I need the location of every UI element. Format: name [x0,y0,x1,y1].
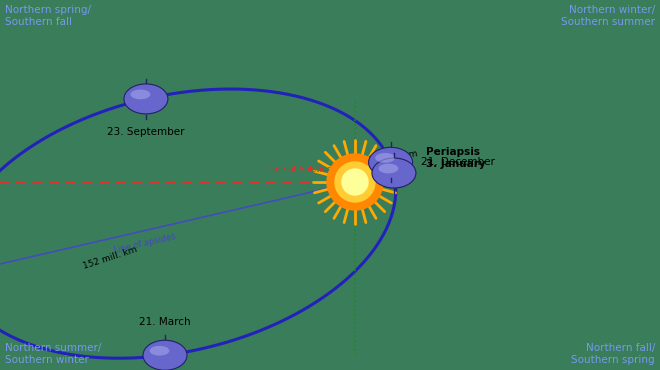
Ellipse shape [150,346,170,356]
Ellipse shape [379,164,399,174]
Ellipse shape [131,90,150,99]
Text: Periapsis
3. January: Periapsis 3. January [426,147,486,169]
Text: Northern summer/
Southern winter: Northern summer/ Southern winter [5,343,102,365]
Text: Line of Solstice: Line of Solstice [268,165,332,174]
Ellipse shape [368,147,412,177]
Text: Northern winter/
Southern summer: Northern winter/ Southern summer [561,5,655,27]
Ellipse shape [375,153,395,163]
Text: 152 mill. km: 152 mill. km [82,245,139,271]
Text: 21. December: 21. December [420,157,494,167]
Ellipse shape [143,340,187,370]
Circle shape [342,169,368,195]
Circle shape [335,162,375,202]
Text: Northern spring/
Southern fall: Northern spring/ Southern fall [5,5,91,27]
Circle shape [327,154,383,210]
Text: 147 mill. km: 147 mill. km [361,149,418,166]
Text: Northern fall/
Southern spring: Northern fall/ Southern spring [572,343,655,365]
Ellipse shape [372,158,416,188]
Text: 21. March: 21. March [139,317,191,327]
Text: Line of apsides: Line of apsides [114,232,177,255]
Ellipse shape [124,84,168,114]
Text: 23. September: 23. September [107,127,185,137]
